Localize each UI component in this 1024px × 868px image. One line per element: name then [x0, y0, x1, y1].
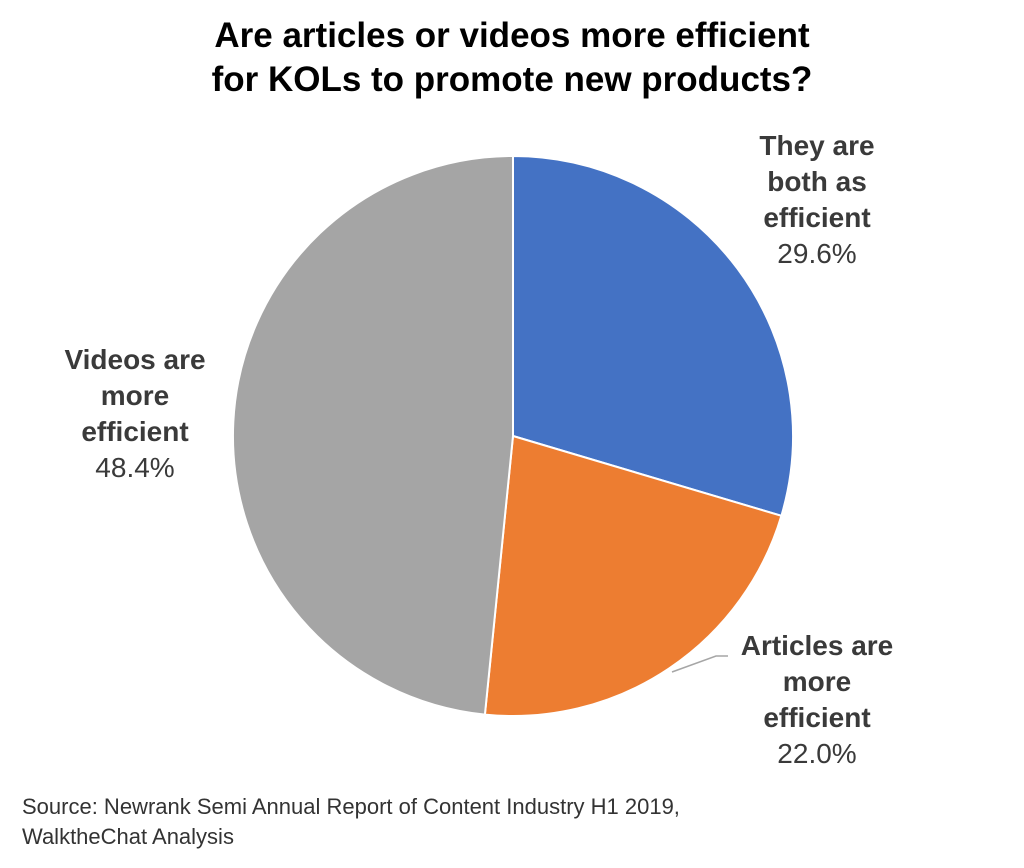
slice-both-efficient [512, 154, 795, 518]
slice-category-line: efficient [81, 416, 189, 447]
chart-title-line-2: for KOLs to promote new products? [211, 60, 813, 99]
chart-title: Are articles or videos more efficient fo… [0, 14, 1024, 102]
slice-category-line: They are [759, 130, 875, 161]
slice-category-line: more [782, 666, 852, 697]
slice-category-line: Articles are [740, 630, 894, 661]
source-line-2: WalktheChat Analysis [22, 824, 234, 849]
slice-category-line: efficient [763, 702, 871, 733]
slice-value-both-efficient: 29.6% [777, 238, 857, 269]
slice-category-both-efficient: They are both as efficient [712, 128, 922, 236]
slice-category-line: both as [767, 166, 867, 197]
slice-category-videos: Videos are more efficient [35, 342, 235, 450]
slice-category-articles: Articles are more efficient [712, 628, 922, 736]
source-note: Source: Newrank Semi Annual Report of Co… [22, 792, 680, 852]
slice-category-line: more [100, 380, 170, 411]
slice-value-videos: 48.4% [95, 452, 175, 483]
chart-title-line-1: Are articles or videos more efficient [214, 16, 810, 55]
slice-category-line: Videos are [64, 344, 206, 375]
source-line-1: Source: Newrank Semi Annual Report of Co… [22, 794, 680, 819]
slice-category-line: efficient [763, 202, 871, 233]
leader-line-articles [671, 655, 728, 673]
slice-articles [483, 434, 783, 718]
slice-videos [231, 154, 514, 716]
slice-label-both-efficient: They are both as efficient 29.6% [712, 128, 922, 272]
slice-label-videos: Videos are more efficient 48.4% [35, 342, 235, 486]
slice-value-articles: 22.0% [777, 738, 857, 769]
slice-label-articles: Articles are more efficient 22.0% [712, 628, 922, 772]
